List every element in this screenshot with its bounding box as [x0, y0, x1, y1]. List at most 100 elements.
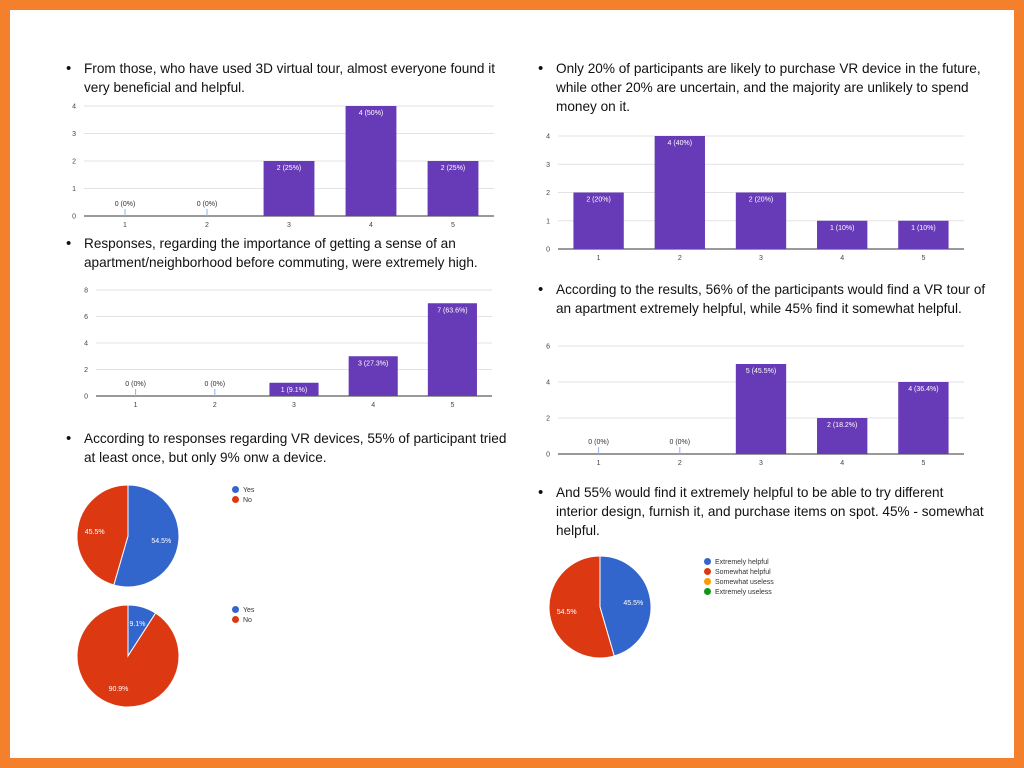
y-tick-label: 0 — [546, 247, 550, 254]
x-tick-label: 1 — [597, 460, 601, 467]
bullet-c7: And 55% would find it extremely helpful … — [538, 483, 986, 540]
y-tick-label: 0 — [546, 452, 550, 459]
y-tick-label: 4 — [84, 341, 88, 348]
legend-label: Yes — [243, 607, 255, 614]
chart-svg: 0 2 4 6 0 (0%) 1 0 (0%) 2 5 (45.5%) 3 2 (18.2%) 4 4 … — [546, 344, 964, 467]
slide: From those, who have used 3D virtual tou… — [10, 10, 1014, 758]
pie-slice — [76, 604, 180, 708]
x-tick-label: 5 — [921, 460, 925, 467]
data-label: 2 (18.2%) — [827, 422, 857, 429]
bar — [269, 382, 319, 396]
slice-label: 45.5% — [623, 600, 643, 607]
data-label: 0 (0%) — [588, 439, 609, 446]
data-label: 1 (9.1%) — [281, 387, 307, 394]
bar — [898, 382, 949, 454]
data-label: 0 (0%) — [125, 381, 146, 388]
bar — [817, 418, 868, 454]
data-label: 1 (10%) — [911, 225, 936, 232]
chart-svg: 45.5% 54.5% — [548, 555, 652, 659]
slice-label: 90.9% — [109, 686, 129, 693]
legend-item: Somewhat helpful — [704, 567, 774, 578]
chart-svg: 0 1 2 3 4 2 (20%) 1 4 (40%) 2 2 (20%) 3 1 (10%) 4 1 (… — [546, 134, 964, 262]
legend-swatch — [704, 567, 711, 575]
data-label: 2 (20%) — [586, 197, 611, 204]
legend-label: No — [243, 617, 252, 624]
pie-slice — [113, 484, 180, 588]
bar — [573, 192, 624, 249]
data-label: 0 (0%) — [204, 381, 225, 388]
x-tick-label: 4 — [840, 255, 844, 262]
legend: Yes No — [232, 485, 254, 506]
y-tick-label: 0 — [84, 394, 88, 401]
x-tick-label: 1 — [123, 222, 127, 229]
x-tick-label: 2 — [678, 460, 682, 467]
bullet-c6: According to the results, 56% of the par… — [538, 280, 986, 318]
y-tick-label: 3 — [546, 162, 550, 169]
chart-svg: 0 1 2 3 4 0 (0%) 1 0 (0%) 2 2 (25%) 3 4 (50%) 4 2 (25… — [72, 104, 494, 229]
y-tick-label: 4 — [546, 134, 550, 141]
legend-swatch — [232, 485, 239, 493]
chart-svg: 0 2 4 6 8 0 (0%) 1 0 (0%) 2 1 (9.1%) 3 3 (27.3%) 4 7 … — [84, 288, 492, 409]
x-tick-label: 3 — [759, 255, 763, 262]
y-tick-label: 6 — [546, 344, 550, 351]
data-label: 0 (0%) — [197, 201, 218, 208]
legend-item: Somewhat useless — [704, 577, 774, 588]
pie-chart-vr-owned: 9.1% 90.9% Yes No — [50, 594, 310, 718]
bar — [735, 364, 787, 454]
x-tick-label: 1 — [134, 402, 138, 409]
legend-label: Somewhat helpful — [715, 569, 771, 576]
bar — [263, 161, 315, 216]
bar-chart-sense-importance: 0 2 4 6 8 0 (0%) 1 0 (0%) 2 1 (9.1%) 3 3 (27.3%) 4 7 … — [72, 284, 496, 412]
legend-label: Extremely useless — [715, 589, 772, 596]
data-label: 0 (0%) — [669, 439, 690, 446]
x-tick-label: 5 — [450, 402, 454, 409]
chart-svg: 54.5% 45.5% — [76, 484, 180, 588]
legend-item: Yes — [232, 485, 254, 496]
y-tick-label: 0 — [72, 214, 76, 221]
x-tick-label: 2 — [213, 402, 217, 409]
bar — [348, 356, 398, 396]
x-tick-label: 4 — [840, 460, 844, 467]
pie-slice — [548, 555, 615, 659]
chart-svg: 9.1% 90.9% — [76, 604, 180, 708]
bullet-c3: According to responses regarding VR devi… — [66, 429, 510, 467]
legend: Extremely helpful Somewhat helpful Somewha… — [704, 557, 774, 598]
y-tick-label: 2 — [72, 159, 76, 166]
legend-swatch — [232, 495, 239, 503]
legend-label: No — [243, 497, 252, 504]
y-tick-label: 4 — [546, 380, 550, 387]
y-tick-label: 6 — [84, 314, 88, 321]
bar — [654, 136, 705, 249]
legend-item: Yes — [232, 605, 255, 616]
legend-item: Extremely useless — [704, 587, 774, 598]
data-label: 2 (25%) — [277, 165, 302, 172]
x-tick-label: 2 — [678, 255, 682, 262]
legend-item: No — [232, 615, 254, 626]
slice-label: 45.5% — [85, 529, 105, 536]
bar — [735, 192, 787, 249]
data-label: 4 (40%) — [668, 140, 693, 147]
bar — [898, 220, 949, 249]
bar — [427, 161, 479, 216]
slice-label: 54.5% — [151, 538, 171, 545]
x-tick-label: 3 — [287, 222, 291, 229]
legend-item: Extremely helpful — [704, 557, 774, 568]
y-tick-label: 2 — [546, 190, 550, 197]
x-tick-label: 3 — [292, 402, 296, 409]
pie-chart-interior-design: 45.5% 54.5% Extremely helpful Somewhat help… — [522, 546, 812, 668]
x-tick-label: 3 — [759, 460, 763, 467]
legend: Yes No — [232, 605, 255, 626]
x-tick-label: 4 — [369, 222, 373, 229]
data-label: 2 (20%) — [749, 197, 774, 204]
data-label: 1 (10%) — [830, 225, 855, 232]
legend-swatch — [232, 605, 239, 613]
legend-item: No — [232, 495, 254, 506]
y-tick-label: 2 — [84, 367, 88, 374]
bar-chart-vr-tour-helpful: 0 2 4 6 0 (0%) 1 0 (0%) 2 5 (45.5%) 3 2 (18.2%) 4 4 … — [534, 340, 968, 470]
pie-chart-vr-tried: 54.5% 45.5% Yes No — [50, 474, 310, 598]
bullet-c2: Responses, regarding the importance of g… — [66, 234, 510, 272]
data-label: 2 (25%) — [441, 165, 466, 172]
y-tick-label: 2 — [546, 416, 550, 423]
legend-swatch — [704, 587, 711, 595]
x-tick-label: 1 — [597, 255, 601, 262]
